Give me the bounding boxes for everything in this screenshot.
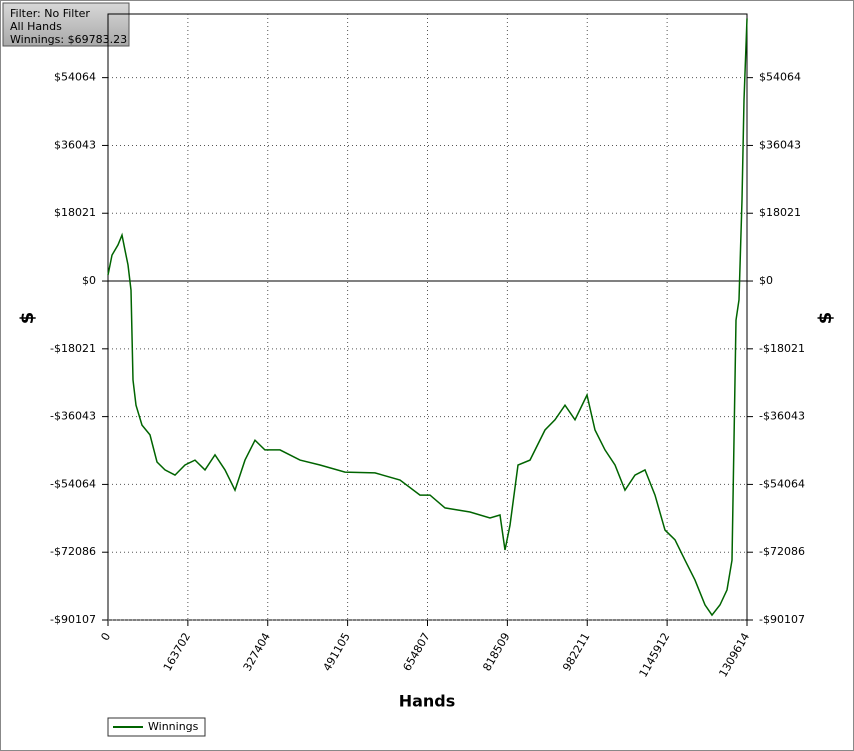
y-tick-label: $36043 xyxy=(54,138,96,151)
info-line: Winnings: $69783.23 xyxy=(10,33,127,46)
y2-tick-label: $18021 xyxy=(759,206,801,219)
y-tick-label: -$72086 xyxy=(50,545,96,558)
y2-axis-label: $ xyxy=(815,312,836,325)
y2-tick-label: -$18021 xyxy=(759,342,805,355)
y2-tick-label: $0 xyxy=(759,274,773,287)
y-tick-label: -$36043 xyxy=(50,410,96,423)
y2-tick-label: $36043 xyxy=(759,138,801,151)
y-tick-label: $18021 xyxy=(54,206,96,219)
y2-tick-label: -$90107 xyxy=(759,613,805,626)
y2-tick-label: -$36043 xyxy=(759,410,805,423)
y2-tick-label: -$72086 xyxy=(759,545,805,558)
info-line: Filter: No Filter xyxy=(10,7,90,20)
y2-tick-label: -$54064 xyxy=(759,477,805,490)
y-tick-label: $54064 xyxy=(54,71,96,84)
line xyxy=(107,18,748,617)
y-axis-label: $ xyxy=(17,312,38,325)
y2-tick-label: $54064 xyxy=(759,71,801,84)
y-tick-label: $0 xyxy=(82,274,96,287)
legend xyxy=(107,717,206,737)
y-tick-label: -$18021 xyxy=(50,342,96,355)
y-tick-label: -$90107 xyxy=(50,613,96,626)
info-line: All Hands xyxy=(10,20,62,33)
x-axis-label: Hands xyxy=(399,692,456,711)
y-tick-label: -$54064 xyxy=(50,477,96,490)
legend-label: Winnings xyxy=(148,720,199,733)
